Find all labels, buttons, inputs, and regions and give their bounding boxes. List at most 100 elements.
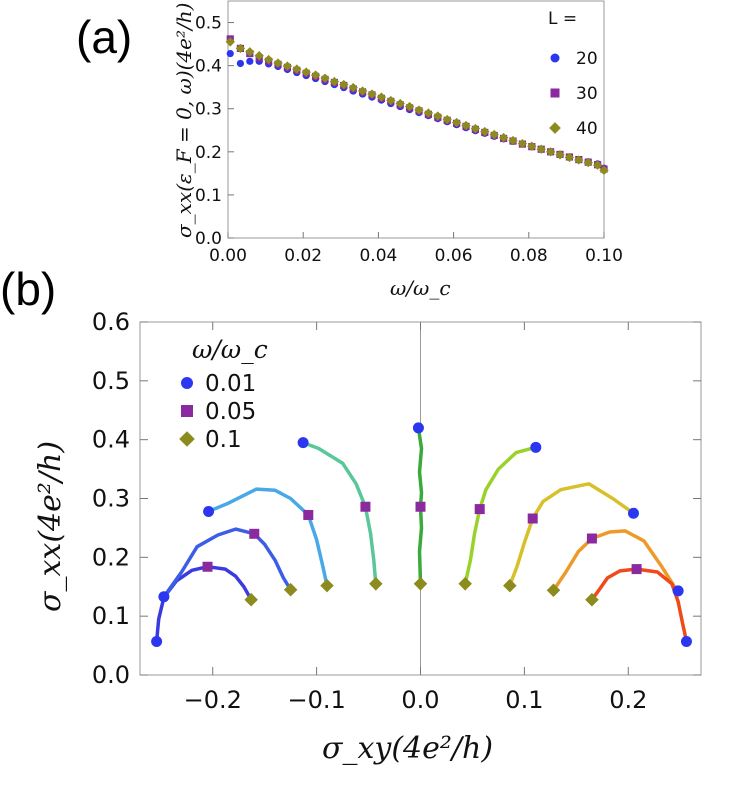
panel-b-y-tick-label: 0.6 bbox=[92, 308, 130, 336]
panel-b-marker-square bbox=[249, 528, 260, 539]
panel-a-point-L40 bbox=[433, 111, 443, 121]
panel-b-curve-9 bbox=[590, 567, 689, 644]
panel-b-legend-title: ω/ω_c bbox=[192, 335, 268, 364]
panel-b-x-tick-label: 0.0 bbox=[401, 686, 439, 714]
panel-b-marker-circle bbox=[672, 585, 684, 597]
panel-b-curves bbox=[154, 426, 689, 644]
panel-b-chart: 0.00.10.20.30.40.50.6 −0.2 −0.1 0.0 0.1 0.2 … bbox=[33, 308, 702, 766]
panel-b-marker-circle bbox=[680, 635, 692, 647]
panel-a-point-L40 bbox=[235, 43, 246, 54]
panel-a-point-L40 bbox=[310, 70, 321, 80]
panel-a-x-axis-label: ω/ω_c bbox=[390, 276, 451, 300]
panel-a-point-L20 bbox=[226, 49, 234, 58]
panel-b-marker-square bbox=[360, 501, 371, 512]
panel-b-marker-circle bbox=[158, 591, 170, 603]
panel-b-marker-diamond bbox=[503, 578, 517, 593]
panel-a-point-L40 bbox=[461, 120, 471, 131]
panel-b-marker-circle bbox=[151, 635, 163, 647]
panel-a-point-L40 bbox=[489, 129, 499, 140]
panel-b-curve-1 bbox=[154, 564, 253, 644]
panel-a-point-L40 bbox=[339, 79, 349, 90]
panel-b-curve-4 bbox=[301, 440, 378, 586]
panel-b-x-tick-label: 0.2 bbox=[609, 686, 647, 714]
panel-b-marker-square bbox=[202, 561, 213, 572]
panel-a-legend-label-L30: 30 bbox=[576, 84, 598, 104]
panel-a-point-L40 bbox=[451, 117, 462, 128]
panel-a-point-L40 bbox=[498, 132, 509, 143]
panel-b-legend-marker-square bbox=[181, 405, 193, 417]
panel-b-curve-7 bbox=[508, 482, 636, 588]
panel-a-point-L40 bbox=[348, 82, 358, 93]
panel-a-point-L40 bbox=[329, 76, 340, 87]
panel-a-point-L40 bbox=[442, 114, 452, 125]
panel-b-y-axis-label: σ_xx(4e²/h) bbox=[33, 441, 68, 612]
panel-a-point-L40 bbox=[320, 73, 330, 83]
panel-b-marker-diamond bbox=[546, 583, 561, 598]
panel-b-label: (b) bbox=[0, 263, 56, 315]
panel-a-point-L40 bbox=[282, 61, 293, 71]
panel-a-chart: 0.00.10.20.30.40.5 0.00 0.02 0.04 0.06 0.08 0… bbox=[172, 0, 623, 300]
panel-a-x-tick-label: 0.06 bbox=[435, 246, 473, 266]
panel-b-y-ticks: 0.0 0.1 0.2 0.3 0.4 0.5 0.6 bbox=[92, 308, 701, 689]
panel-b-marker-diamond bbox=[413, 577, 428, 591]
panel-a-point-L40 bbox=[254, 51, 264, 61]
panel-a-y-tick-label: 0.0 bbox=[195, 229, 222, 249]
panel-a-legend: 20 30 40 bbox=[549, 49, 598, 139]
panel-a-label: (a) bbox=[76, 11, 132, 63]
panel-b-marker-diamond bbox=[585, 592, 599, 607]
panel-a-legend-marker-L30 bbox=[550, 88, 560, 98]
panel-a-point-L40 bbox=[292, 64, 302, 74]
panel-a-point-L40 bbox=[273, 58, 283, 68]
panel-a-x-tick-label: 0.00 bbox=[209, 246, 247, 266]
panel-b-x-tick-label: −0.2 bbox=[184, 686, 242, 714]
panel-a-legend-marker-L40 bbox=[549, 122, 561, 134]
panel-a-x-tick-label: 0.08 bbox=[510, 246, 548, 266]
panel-a-point-L40 bbox=[367, 89, 377, 99]
panel-b-legend-label-diamond: 0.1 bbox=[205, 427, 242, 453]
panel-a-y-ticks: 0.0 0.1 0.2 0.3 0.4 0.5 bbox=[195, 14, 234, 249]
panel-a-y-tick-label: 0.5 bbox=[195, 14, 222, 34]
panel-b-marker-square bbox=[631, 564, 642, 575]
panel-a-point-L40 bbox=[508, 135, 518, 146]
panel-b-curve-3 bbox=[206, 487, 329, 588]
panel-b-x-tick-label: −0.1 bbox=[287, 686, 345, 714]
panel-a-x-tick-label: 0.04 bbox=[359, 246, 397, 266]
panel-b-marker-square bbox=[527, 513, 538, 524]
panel-b-markers bbox=[151, 422, 692, 647]
panel-b-marker-diamond bbox=[283, 582, 298, 597]
panel-a-point-L40 bbox=[395, 98, 405, 109]
panel-b-curve-6 bbox=[463, 445, 538, 586]
panel-a-legend-title: L = bbox=[548, 9, 577, 29]
panel-a-y-tick-label: 0.3 bbox=[195, 100, 222, 120]
panel-b-marker-circle bbox=[627, 507, 639, 519]
panel-a-point-L20 bbox=[246, 57, 254, 65]
panel-b-marker-circle bbox=[530, 441, 542, 453]
panel-a-point-L40 bbox=[527, 141, 537, 151]
panel-b-legend-marker-diamond bbox=[179, 431, 195, 447]
panel-b-legend-label-square: 0.05 bbox=[205, 399, 256, 425]
panel-a-point-L40 bbox=[480, 126, 490, 137]
panel-b-y-tick-label: 0.1 bbox=[92, 602, 130, 630]
panel-b-marker-circle bbox=[412, 422, 424, 434]
panel-a-point-L40 bbox=[376, 92, 387, 102]
panel-b-y-tick-label: 0.2 bbox=[92, 543, 130, 571]
panel-b-curve-2 bbox=[162, 527, 293, 599]
panel-a-legend-label-L40: 40 bbox=[576, 119, 598, 139]
panel-b-marker-square bbox=[415, 501, 426, 512]
panel-b-curve-5 bbox=[416, 426, 424, 586]
panel-a-point-L40 bbox=[574, 155, 584, 165]
panel-a-point-L40 bbox=[245, 47, 255, 57]
panel-b-marker-square bbox=[474, 504, 485, 515]
panel-b-legend-marker-circle bbox=[181, 377, 193, 389]
panel-a-x-tick-label: 0.02 bbox=[284, 246, 322, 266]
panel-b-y-tick-label: 0.3 bbox=[92, 485, 130, 513]
panel-a-points bbox=[225, 35, 609, 176]
panel-b-marker-diamond bbox=[369, 577, 383, 591]
panel-b-marker-square bbox=[303, 509, 314, 520]
panel-a-point-L40 bbox=[414, 105, 424, 115]
panel-a-point-L40 bbox=[555, 150, 565, 160]
panel-a-point-L20 bbox=[236, 59, 245, 68]
panel-a-point-L40 bbox=[592, 160, 603, 170]
panel-b-marker-diamond bbox=[244, 592, 258, 607]
panel-a-point-L40 bbox=[599, 165, 609, 176]
